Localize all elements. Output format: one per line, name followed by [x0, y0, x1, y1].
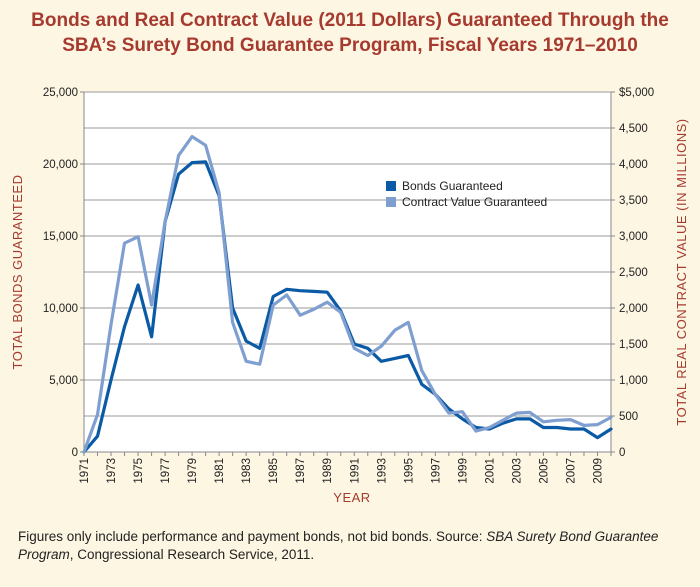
chart-title: Bonds and Real Contract Value (2011 Doll… — [0, 8, 700, 58]
x-tick-label: 1991 — [349, 458, 361, 484]
right-tick-label: 0 — [619, 447, 625, 459]
x-tick-label: 1985 — [268, 458, 280, 484]
legend-label-contract: Contract Value Guaranteed — [402, 195, 547, 209]
x-tick-label: 2003 — [511, 458, 523, 484]
left-tick-label: 20,000 — [43, 159, 78, 171]
left-tick-label: 0 — [72, 447, 78, 459]
left-tick-label: 25,000 — [43, 87, 78, 99]
x-tick-label: 1987 — [295, 458, 307, 484]
x-tick-label: 1983 — [241, 458, 253, 484]
chart-title-line-2: SBA’s Surety Bond Guarantee Program, Fis… — [62, 35, 638, 56]
x-tick-label: 2009 — [592, 458, 604, 484]
legend-swatch-contract — [386, 197, 396, 207]
x-tick-label: 1971 — [79, 458, 91, 484]
chart-footnote: Figures only include performance and pay… — [18, 528, 688, 564]
right-tick-label: 4,500 — [619, 123, 648, 135]
x-tick-label: 1995 — [403, 458, 415, 484]
x-tick-label: 2001 — [484, 458, 496, 484]
x-tick-label: 1999 — [457, 458, 469, 484]
right-tick-label: 500 — [619, 411, 638, 423]
x-tick-label: 1981 — [214, 458, 226, 484]
right-tick-label: $5,000 — [619, 87, 654, 99]
x-tick-label: 1977 — [160, 458, 172, 484]
series-line-contract — [82, 135, 613, 454]
x-tick-label: 1979 — [187, 458, 199, 484]
legend-label-bonds: Bonds Guaranteed — [402, 179, 503, 193]
x-tick-label: 1989 — [322, 458, 334, 484]
y-axis-left-title: TOTAL BONDS GUARANTEED — [10, 175, 25, 370]
footnote-suffix: , Congressional Research Service, 2011. — [69, 547, 315, 562]
right-tick-label: 1,000 — [619, 375, 648, 387]
left-tick-label: 15,000 — [43, 231, 78, 243]
right-tick-label: 1,500 — [619, 339, 648, 351]
right-tick-label: 2,000 — [619, 303, 648, 315]
left-tick-label: 10,000 — [43, 303, 78, 315]
right-tick-label: 2,500 — [619, 267, 648, 279]
y-axis-right-title: TOTAL REAL CONTRACT VALUE (IN MILLIONS) — [674, 118, 689, 425]
x-tick-label: 1993 — [376, 458, 388, 484]
legend-swatch-bonds — [386, 181, 396, 191]
x-tick-label: 2005 — [538, 458, 550, 484]
right-tick-label: 3,500 — [619, 195, 648, 207]
x-tick-label: 1975 — [133, 458, 145, 484]
x-tick-label: 1973 — [106, 458, 118, 484]
left-tick-label: 5,000 — [49, 375, 78, 387]
footnote-source: SBA Surety Bond Guarantee Program — [18, 529, 659, 562]
right-tick-label: 4,000 — [619, 159, 648, 171]
right-tick-label: 3,000 — [619, 231, 648, 243]
x-tick-label: 1997 — [430, 458, 442, 484]
chart-title-line-1: Bonds and Real Contract Value (2011 Doll… — [31, 10, 669, 31]
footnote-prefix: Figures only include performance and pay… — [18, 529, 487, 544]
x-tick-label: 2007 — [565, 458, 577, 484]
x-axis-title: YEAR — [333, 490, 370, 505]
